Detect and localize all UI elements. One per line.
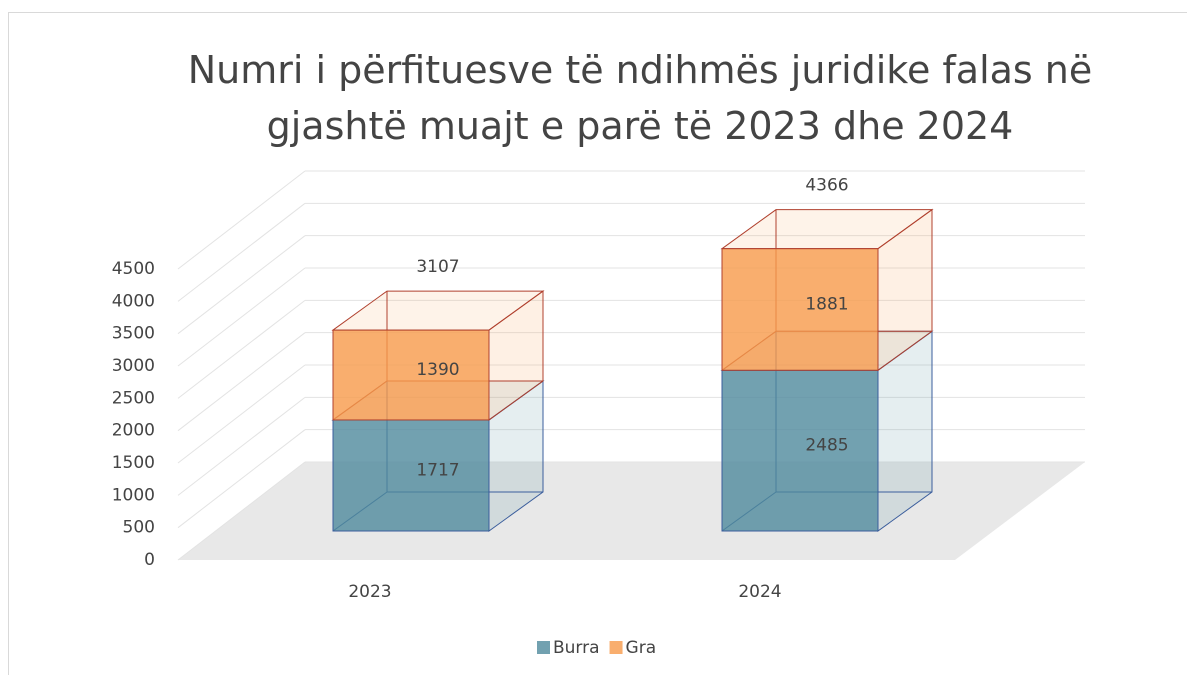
grid-line [177, 235, 306, 335]
grid-line [177, 396, 306, 496]
y-tick-label: 500 [123, 518, 155, 538]
y-tick-label: 4000 [112, 291, 155, 311]
data-label: 2485 [805, 436, 848, 456]
legend-label: Gra [626, 638, 657, 658]
y-tick-label: 4500 [112, 259, 155, 279]
legend-swatch [609, 641, 623, 654]
y-tick-label: 1000 [112, 485, 155, 505]
y-tick-label: 1500 [112, 453, 155, 473]
data-label: 1717 [416, 460, 459, 480]
grid-line [177, 299, 306, 399]
grid-line [177, 332, 306, 432]
total-label: 3107 [416, 257, 459, 277]
grid-line [177, 364, 306, 464]
grid-line [177, 267, 306, 367]
bar [332, 419, 490, 532]
total-label: 4366 [805, 176, 848, 196]
grid-line [177, 429, 306, 529]
y-tick-label: 2500 [112, 388, 155, 408]
floor [178, 462, 1085, 560]
bar [721, 369, 879, 532]
chart-title: Numri i përfituesve të ndihmës juridike … [187, 48, 1093, 148]
y-tick-label: 0 [144, 550, 155, 570]
grid-line [177, 461, 306, 561]
bar [721, 248, 879, 371]
data-label: 1390 [416, 360, 459, 380]
grid-line [177, 170, 306, 270]
bar [332, 329, 490, 421]
y-tick-label: 3000 [112, 356, 155, 376]
legend-label: Burra [553, 638, 600, 658]
y-tick-label: 3500 [112, 324, 155, 344]
data-label: 1881 [805, 294, 848, 314]
x-tick-label: 2023 [348, 582, 391, 602]
grid-line [177, 202, 306, 302]
chart-border [8, 12, 1187, 675]
legend-swatch [537, 641, 550, 654]
y-tick-label: 2000 [112, 421, 155, 441]
x-tick-label: 2024 [738, 582, 781, 602]
